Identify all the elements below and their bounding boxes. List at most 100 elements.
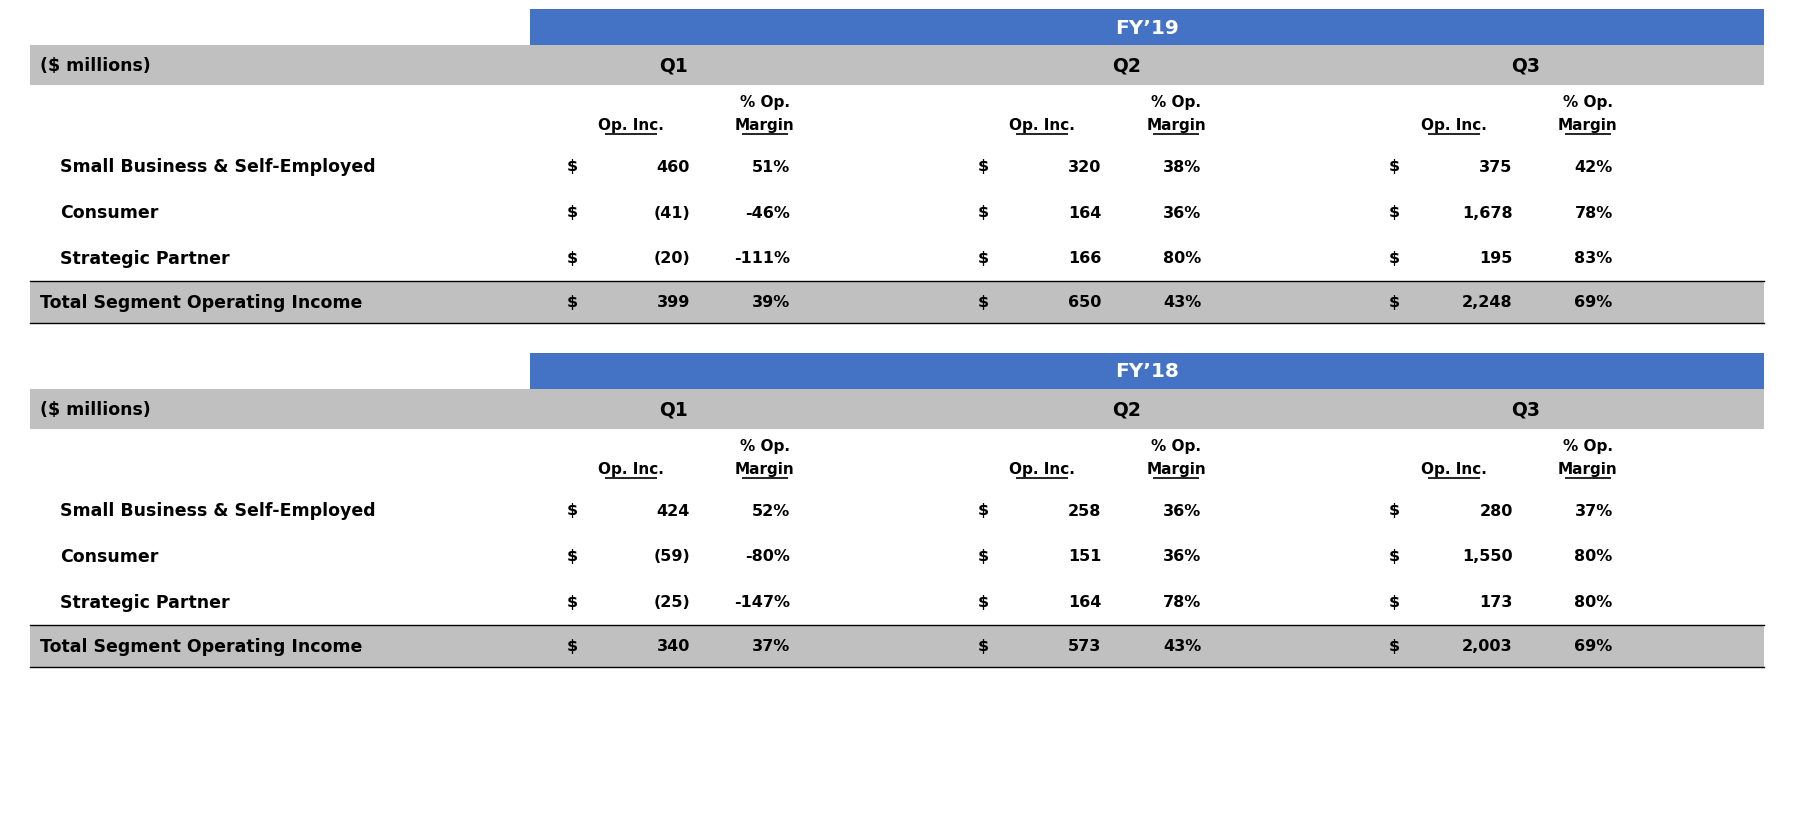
Bar [529,10,1764,46]
Text: 164: 164 [1067,206,1102,220]
Text: (25): (25) [653,595,691,610]
Bar [30,625,1764,667]
Text: $: $ [978,549,988,563]
Text: % Op.: % Op. [1563,438,1613,453]
Text: 69%: 69% [1575,295,1613,310]
Text: Consumer: Consumer [59,547,158,565]
Text: Q2: Q2 [1112,57,1141,75]
Text: 83%: 83% [1575,251,1613,266]
Text: (20): (20) [653,251,691,266]
Text: Q3: Q3 [1511,57,1539,75]
Text: 258: 258 [1067,503,1102,518]
Text: 36%: 36% [1163,206,1202,220]
Text: $: $ [567,251,578,266]
Text: $: $ [567,206,578,220]
Bar [30,533,1764,579]
Text: Op. Inc.: Op. Inc. [1421,461,1487,477]
Text: Consumer: Consumer [59,204,158,222]
Text: 424: 424 [657,503,691,518]
Bar [30,390,1764,429]
Text: $: $ [1389,595,1401,610]
Text: 573: 573 [1067,639,1102,654]
Text: $: $ [978,251,988,266]
Bar [30,190,1764,236]
Text: $: $ [978,160,988,174]
Text: 151: 151 [1067,549,1102,563]
Text: 280: 280 [1480,503,1512,518]
Text: $: $ [567,595,578,610]
Text: 173: 173 [1480,595,1512,610]
Text: 36%: 36% [1163,503,1202,518]
Text: Small Business & Self-Employed: Small Business & Self-Employed [59,158,375,176]
Text: 650: 650 [1067,295,1102,310]
Text: Strategic Partner: Strategic Partner [59,593,230,611]
Text: 80%: 80% [1575,549,1613,563]
Text: $: $ [567,639,578,654]
Text: 1,678: 1,678 [1462,206,1512,220]
Text: $: $ [567,160,578,174]
Text: $: $ [1389,160,1401,174]
Text: Op. Inc.: Op. Inc. [1010,461,1075,477]
Text: Op. Inc.: Op. Inc. [1010,118,1075,133]
Bar [30,46,1764,86]
Bar [30,487,1764,533]
Text: 39%: 39% [752,295,789,310]
Text: 43%: 43% [1163,295,1202,310]
Text: (41): (41) [653,206,691,220]
Text: 460: 460 [657,160,691,174]
Text: 1,550: 1,550 [1462,549,1512,563]
Text: Op. Inc.: Op. Inc. [597,118,664,133]
Text: 2,248: 2,248 [1462,295,1512,310]
Text: $: $ [1389,549,1401,563]
Text: $: $ [1389,206,1401,220]
Bar [30,282,1764,324]
Text: 38%: 38% [1163,160,1202,174]
Text: $: $ [978,595,988,610]
Text: 195: 195 [1480,251,1512,266]
Text: Margin: Margin [736,118,795,133]
Text: Margin: Margin [1557,118,1618,133]
Text: $: $ [978,206,988,220]
Text: Op. Inc.: Op. Inc. [1421,118,1487,133]
Text: $: $ [567,295,578,310]
Text: % Op.: % Op. [739,95,789,110]
Text: Strategic Partner: Strategic Partner [59,250,230,268]
Text: 36%: 36% [1163,549,1202,563]
Text: 37%: 37% [1575,503,1613,518]
Bar [30,429,1764,487]
Text: $: $ [978,639,988,654]
Text: 42%: 42% [1575,160,1613,174]
Text: 78%: 78% [1575,206,1613,220]
Text: 80%: 80% [1163,251,1202,266]
Text: ($ millions): ($ millions) [39,400,151,419]
Text: 166: 166 [1067,251,1102,266]
Text: 37%: 37% [752,639,789,654]
Text: 43%: 43% [1163,639,1202,654]
Text: -111%: -111% [734,251,789,266]
Text: Q2: Q2 [1112,400,1141,419]
Text: 399: 399 [657,295,691,310]
Text: (59): (59) [653,549,691,563]
Text: Q1: Q1 [660,400,689,419]
Bar [30,236,1764,282]
Text: FY’19: FY’19 [1116,19,1179,38]
Bar [30,144,1764,190]
Text: ($ millions): ($ millions) [39,57,151,75]
Text: 78%: 78% [1163,595,1202,610]
Text: 51%: 51% [752,160,789,174]
Text: $: $ [1389,251,1401,266]
Text: Margin: Margin [736,461,795,477]
Text: Margin: Margin [1146,461,1206,477]
Text: Q3: Q3 [1511,400,1539,419]
Text: Margin: Margin [1146,118,1206,133]
Text: 52%: 52% [752,503,789,518]
Bar [529,354,1764,390]
Bar [30,86,1764,144]
Text: Total Segment Operating Income: Total Segment Operating Income [39,294,362,311]
Text: $: $ [1389,639,1401,654]
Text: 164: 164 [1067,595,1102,610]
Text: -46%: -46% [745,206,789,220]
Text: 69%: 69% [1575,639,1613,654]
Text: $: $ [978,295,988,310]
Text: $: $ [978,503,988,518]
